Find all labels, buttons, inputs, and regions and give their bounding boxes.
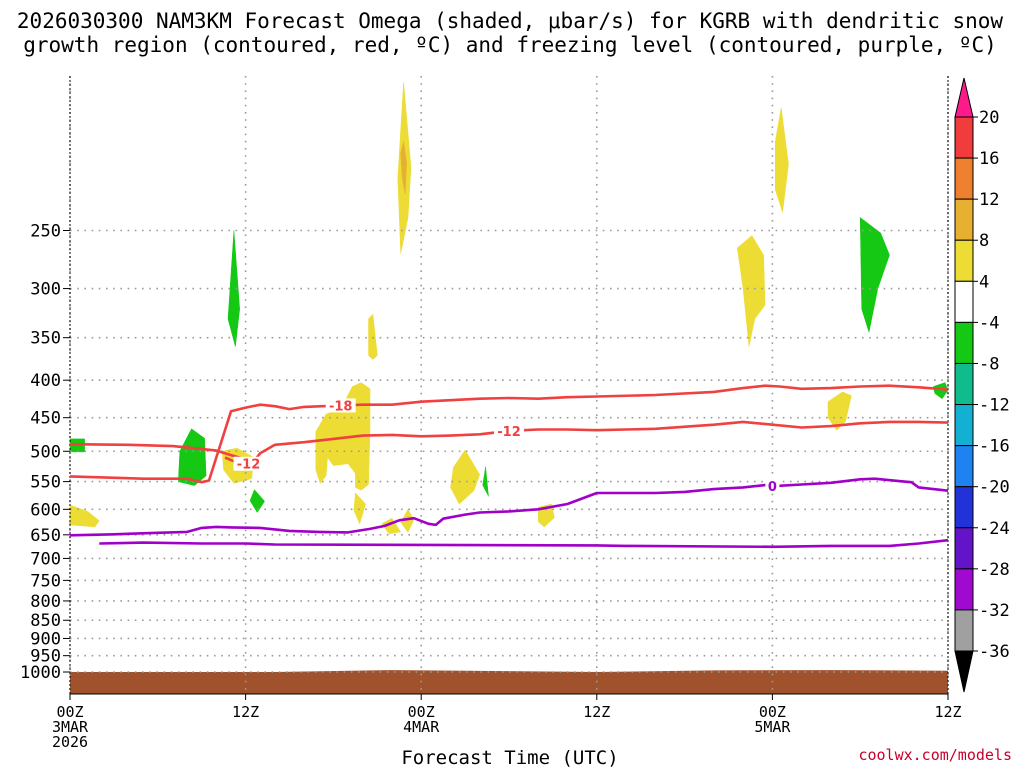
y-tick-label-400: 400 bbox=[30, 371, 61, 391]
colorbar-label-6: -8 bbox=[979, 354, 999, 374]
x-tick-label-36-0: 12Z bbox=[583, 703, 610, 721]
y-axis-pressure: 2503003504004505005506006507007508008509… bbox=[20, 222, 70, 683]
colorbar-box-4 bbox=[954, 280, 974, 323]
colorbar-label-13: -36 bbox=[979, 642, 1010, 662]
contour-label-bg-temp-minus-12-b bbox=[233, 456, 264, 471]
contour-layer: -18 -12 -12 0 bbox=[69, 384, 949, 549]
ground-layer bbox=[70, 670, 948, 694]
x-tick-label-12-0: 12Z bbox=[232, 703, 259, 721]
colorbar-label-9: -20 bbox=[979, 478, 1010, 498]
colorbar-box-3 bbox=[954, 239, 974, 282]
credit-text: coolwx.com/models bbox=[858, 746, 1012, 764]
y-tick-label-550: 550 bbox=[30, 473, 61, 493]
colorbar-label-7: -12 bbox=[979, 396, 1010, 416]
colorbar-label-10: -24 bbox=[979, 519, 1010, 539]
omega-area-yellow-900-a bbox=[381, 517, 402, 535]
omega-area-yellow-290-48h bbox=[775, 107, 789, 213]
x-tick-label-48-1: 5MAR bbox=[754, 718, 791, 736]
colorbar-box-10 bbox=[954, 527, 974, 570]
omega-area-green-right-500 bbox=[933, 382, 949, 400]
colorbar-label-5: -4 bbox=[979, 313, 999, 333]
y-tick-label-600: 600 bbox=[30, 500, 61, 520]
x-tick-label-24-1: 4MAR bbox=[403, 718, 440, 736]
colorbar-box-6 bbox=[954, 362, 974, 406]
contour-label-freezing-level: 0 bbox=[768, 480, 777, 495]
y-tick-label-800: 800 bbox=[30, 592, 61, 612]
omega-area-yellow-550-52h bbox=[827, 391, 852, 431]
grid-lines bbox=[69, 76, 949, 695]
colorbar-box-11 bbox=[954, 568, 974, 611]
x-tick-label-0-0: 00Z bbox=[56, 703, 83, 721]
omega-area-yellow-large-col bbox=[315, 382, 371, 491]
omega-shading-layer bbox=[69, 82, 949, 535]
y-tick-label-500: 500 bbox=[30, 442, 61, 462]
x-tick-label-60-0: 12Z bbox=[934, 703, 961, 721]
contour-label-bg-temp-minus-12-a bbox=[494, 423, 524, 438]
contour-label-temp-minus-12-a: -12 bbox=[497, 425, 521, 440]
x-tick-label-0-1: 3MAR bbox=[52, 718, 89, 736]
contour-freezing-level bbox=[69, 477, 949, 537]
omega-area-yellow-830-20h bbox=[353, 492, 366, 525]
colorbar-box-0 bbox=[954, 116, 974, 159]
contour-label-temp-minus-12-b: -12 bbox=[237, 458, 261, 473]
y-tick-label-250: 250 bbox=[30, 222, 61, 242]
y-tick-label-850: 850 bbox=[30, 611, 61, 631]
contour-temp-minus-18 bbox=[69, 384, 949, 484]
y-tick-label-1000: 1000 bbox=[20, 663, 61, 683]
y-tick-label-450: 450 bbox=[30, 409, 61, 429]
contour-label-bg-freezing-level bbox=[765, 479, 780, 494]
y-tick-label-750: 750 bbox=[30, 571, 61, 591]
omega-area-green-790 bbox=[249, 489, 265, 513]
contour-freezing-level-low bbox=[99, 538, 949, 549]
plot-background bbox=[70, 76, 948, 694]
y-tick-label-950: 950 bbox=[30, 647, 61, 667]
colorbar-label-12: -32 bbox=[979, 601, 1010, 621]
colorbar-bottom-arrow bbox=[954, 650, 974, 693]
colorbar-box-5 bbox=[954, 321, 974, 364]
omega-area-orange-300 bbox=[400, 141, 407, 195]
colorbar-label-8: -16 bbox=[979, 437, 1010, 457]
colorbar: 20 16 12 8 4 -4 -8 -12 -16 -20 -24 -28 -32 -36 bbox=[954, 77, 1010, 693]
colorbar-box-12 bbox=[954, 609, 974, 652]
omega-area-green-upper-12z bbox=[227, 230, 240, 347]
y-tick-label-650: 650 bbox=[30, 526, 61, 546]
omega-area-yellow-380-48h bbox=[737, 235, 766, 347]
omega-area-green-thin-28h bbox=[482, 466, 489, 497]
y-tick-label-300: 300 bbox=[30, 280, 61, 300]
x-tick-label-48-0: 00Z bbox=[759, 703, 786, 721]
x-tick-label-24-0: 00Z bbox=[408, 703, 435, 721]
contour-temp-minus-12-a bbox=[69, 420, 949, 464]
colorbar-label-0: 20 bbox=[979, 108, 999, 128]
colorbar-box-8 bbox=[954, 445, 974, 488]
ground-surface bbox=[70, 670, 948, 694]
y-tick-label-350: 350 bbox=[30, 329, 61, 349]
colorbar-box-1 bbox=[954, 157, 974, 200]
colorbar-box-2 bbox=[954, 198, 974, 241]
x-tick-label-0-2: 2026 bbox=[52, 733, 88, 751]
colorbar-label-11: -28 bbox=[979, 560, 1010, 580]
chart-title-line2: growth region (contoured, red, ºC) and f… bbox=[23, 33, 997, 57]
omega-area-yellow-900-b bbox=[400, 508, 415, 533]
contour-label-bg-temp-minus-18 bbox=[325, 398, 356, 413]
colorbar-box-9 bbox=[954, 486, 974, 529]
colorbar-box-7 bbox=[954, 404, 974, 447]
omega-area-yellow-400 bbox=[368, 313, 378, 360]
colorbar-top-arrow bbox=[954, 77, 974, 118]
plot-area bbox=[70, 76, 948, 694]
chart-title-line1: 2026030300 NAM3KM Forecast Omega (shaded… bbox=[17, 9, 1004, 33]
y-tick-label-700: 700 bbox=[30, 549, 61, 569]
contour-label-temp-minus-18: -18 bbox=[329, 399, 353, 414]
colorbar-label-4: 4 bbox=[979, 272, 989, 292]
x-axis-label: Forecast Time (UTC) bbox=[401, 747, 618, 768]
y-tick-label-900: 900 bbox=[30, 629, 61, 649]
omega-area-yellow-720 bbox=[450, 449, 480, 505]
colorbar-label-3: 8 bbox=[979, 231, 989, 251]
omega-area-yellow-tall-left bbox=[321, 432, 327, 471]
colorbar-label-1: 16 bbox=[979, 149, 999, 169]
colorbar-label-2: 12 bbox=[979, 190, 999, 210]
